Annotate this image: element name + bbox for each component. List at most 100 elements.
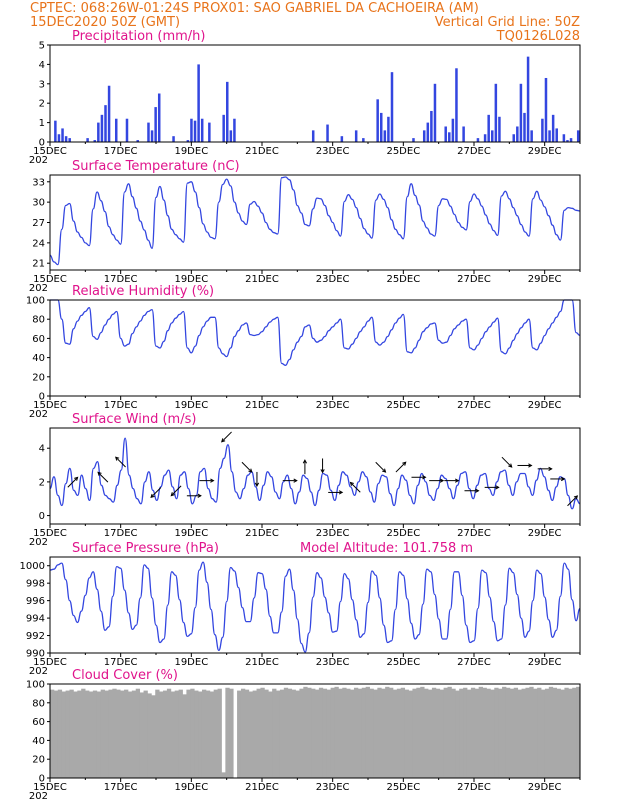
- precip-bar: [68, 138, 71, 142]
- pres-xtick-label: 15DEC: [33, 657, 67, 668]
- cloud-cover-column: [287, 688, 293, 778]
- precip-bar: [107, 85, 111, 142]
- precip-bar: [494, 83, 498, 142]
- cloud-cover-column: [389, 687, 394, 778]
- precip-bar: [197, 64, 200, 142]
- cloud-cover-column: [322, 688, 328, 778]
- cloud-year-label: 202: [29, 791, 48, 800]
- precip-bar: [93, 140, 97, 142]
- cloud-cover-column: [463, 687, 468, 778]
- cloud-ytick-label: 0: [39, 774, 45, 785]
- rh-series-line: [49, 299, 581, 366]
- temp-frame: [49, 174, 581, 271]
- precip-bar: [86, 138, 89, 142]
- precip-bar: [566, 140, 569, 142]
- rh-frame: [49, 299, 581, 397]
- cloud-cover-column: [350, 689, 355, 778]
- cloud-cover-column: [237, 690, 242, 778]
- cloud-cover-column: [556, 688, 561, 778]
- rh-xtick-label: 25DEC: [386, 400, 420, 411]
- cloud-cover-column: [303, 686, 308, 778]
- precip-bar: [362, 138, 365, 142]
- wind-arrow-head: [210, 478, 215, 483]
- cloud-cover-column: [478, 686, 483, 778]
- precip-xtick-label: 17DEC: [104, 146, 138, 157]
- cloud-cover-column: [377, 687, 382, 778]
- wind-arrow-head: [320, 469, 325, 474]
- temp-year-label: 202: [29, 283, 48, 294]
- precip-bar: [186, 140, 190, 142]
- cloud-cover-column: [576, 686, 581, 778]
- precip-bar: [526, 56, 530, 142]
- precip-bar: [311, 130, 315, 142]
- precip-bar: [340, 136, 344, 142]
- cloud-ytick-label: 20: [32, 755, 45, 766]
- wind-arrow-head: [338, 490, 344, 495]
- precip-bar: [114, 118, 118, 142]
- precip-bar: [448, 132, 451, 142]
- cloud-cover-column: [186, 689, 191, 778]
- cloud-cover-column: [525, 687, 530, 778]
- pres-ytick-label: 998: [26, 579, 45, 590]
- cloud-cover-column: [353, 687, 359, 778]
- cloud-cover-column: [466, 689, 472, 778]
- temp-title: Surface Temperature (nC): [72, 159, 240, 174]
- precip-bar: [430, 110, 433, 142]
- rh-year-label: 202: [29, 409, 48, 420]
- cloud-cover-column: [57, 689, 63, 778]
- wind-arrow-head: [248, 468, 253, 473]
- wind-arrow-head: [293, 478, 298, 483]
- cloud-cover-column: [544, 688, 550, 778]
- cloud-cover-column: [225, 687, 230, 778]
- cloud-cover-column: [198, 691, 203, 778]
- precip-bar: [154, 107, 157, 142]
- wind-arrow: [395, 461, 407, 473]
- cloud-cover-column: [182, 694, 187, 778]
- cloud-cover-column: [326, 689, 331, 778]
- cloud-cover-column: [73, 691, 78, 778]
- wind-arrow-head: [382, 468, 387, 473]
- wind-arrow-head: [475, 488, 480, 493]
- cloud-cover-column: [521, 688, 526, 778]
- wind-arrow-head: [528, 463, 533, 468]
- temp-ytick-label: 33: [32, 177, 45, 188]
- cloud-cover-column: [264, 689, 269, 778]
- precip-bar: [555, 128, 558, 142]
- rh-title: Relative Humidity (%): [72, 284, 214, 299]
- header-station: CPTEC: 068:26W-01:24S PROX01: SAO GABRIE…: [30, 1, 479, 16]
- wind-arrow-head: [439, 478, 445, 483]
- precip-bar: [562, 134, 566, 142]
- pres-ytick-label: 994: [26, 614, 45, 625]
- wind-arrow-head: [302, 459, 308, 464]
- wind-xtick-label: 23DEC: [316, 528, 350, 539]
- cloud-cover-column: [151, 695, 156, 778]
- cloud-cover-column: [163, 690, 168, 778]
- cloud-cover-column: [381, 688, 386, 778]
- cloud-cover-column: [268, 691, 273, 778]
- temp-xtick-label: 29DEC: [528, 274, 562, 285]
- precip-bar: [462, 126, 465, 142]
- wind-arrow-head: [454, 478, 460, 483]
- wind-xtick-label: 19DEC: [174, 528, 208, 539]
- pres-title: Surface Pressure (hPa): [72, 541, 219, 556]
- wind-year-label: 202: [29, 537, 48, 548]
- pres-year-label: 202: [29, 666, 48, 677]
- wind-frame: [49, 427, 581, 525]
- precip-bar: [576, 130, 580, 142]
- rh-ytick-label: 0: [39, 392, 45, 403]
- cloud-ytick-label: 40: [32, 736, 45, 747]
- precip-xtick-label: 27DEC: [457, 146, 491, 157]
- cloud-cover-column: [166, 688, 172, 778]
- cloud-cover-column: [124, 689, 129, 778]
- wind-arrow-head: [349, 481, 354, 486]
- pres-xtick-label: 17DEC: [104, 657, 138, 668]
- cloud-xtick-label: 25DEC: [386, 782, 420, 793]
- cloud-cover-column: [502, 686, 507, 778]
- precip-bar: [157, 93, 161, 142]
- precip-bar: [516, 126, 519, 142]
- precip-panel: Precipitation (mm/h) 0 1 2 3 4 5 15DEC 17DEC 19DE…: [29, 29, 581, 166]
- precip-bar: [387, 116, 390, 142]
- cloud-cover-column: [178, 689, 183, 778]
- precip-frame: [49, 44, 581, 143]
- pres-series-line: [49, 561, 581, 653]
